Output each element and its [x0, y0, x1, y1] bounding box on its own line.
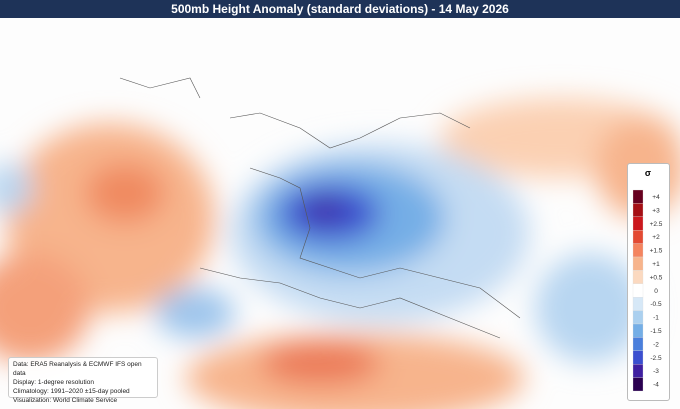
info-box: Data: ERA5 Reanalysis & ECMWF IFS open d…: [8, 357, 158, 404]
legend-label: +2.5: [650, 221, 663, 228]
title: 500mb Height Anomaly (standard deviation…: [0, 0, 680, 18]
legend-swatch: [632, 189, 644, 204]
legend-label: +2: [652, 234, 660, 241]
legend-swatch: [632, 270, 644, 284]
legend-label: -3: [653, 368, 659, 375]
legend-swatch: [632, 216, 644, 231]
legend-swatch: [632, 337, 644, 351]
legend-label: -2: [653, 341, 659, 348]
info-line: Data: ERA5 Reanalysis & ECMWF IFS open d…: [13, 361, 142, 377]
info-line: Visualization: World Climate Service: [13, 397, 118, 404]
legend-label: +3: [652, 207, 660, 214]
info-line: Climatology: 1991–2020 ±15-day pooled: [13, 388, 130, 395]
legend-label: -1: [653, 315, 659, 322]
legend-label: -1.5: [650, 328, 662, 335]
legend-swatch: [632, 377, 644, 392]
legend-title: σ: [645, 168, 651, 178]
legend-label: -4: [653, 382, 659, 389]
legend-swatch: [632, 203, 644, 217]
legend-swatch: [632, 243, 644, 258]
legend-label: +1: [652, 261, 660, 268]
map: [0, 77, 680, 409]
legend: σ +4 +3 +2.5 +2 +1.5 +1 +0.5 0 -0.5 -1 -1.5 -2 -2.5 -…: [627, 163, 670, 401]
legend-swatch: [632, 230, 644, 244]
legend-swatch: [632, 283, 644, 298]
legend-label: -0.5: [650, 301, 662, 308]
legend-swatch: [632, 323, 644, 338]
legend-swatch: [632, 350, 644, 365]
legend-swatch: [632, 256, 644, 271]
legend-swatch: [632, 310, 644, 325]
legend-label: +4: [652, 194, 660, 201]
info-line: Display: 1-degree resolution: [13, 379, 94, 386]
legend-label: -2.5: [650, 355, 662, 362]
legend-label: +0.5: [650, 274, 663, 281]
legend-label: 0: [654, 288, 658, 295]
legend-scale: σ +4 +3 +2.5 +2 +1.5 +1 +0.5 0 -0.5 -1 -1.5 -2 -2.5 -…: [632, 168, 663, 392]
legend-label: +1.5: [650, 248, 663, 255]
legend-swatch: [632, 297, 644, 311]
legend-swatch: [632, 364, 644, 378]
